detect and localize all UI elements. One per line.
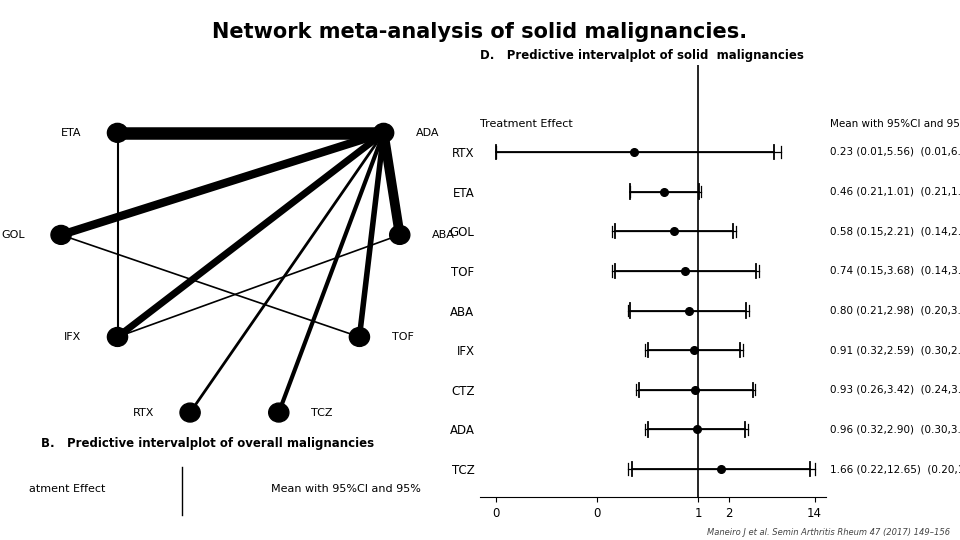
- Text: ABA: ABA: [432, 230, 455, 240]
- Circle shape: [180, 403, 200, 422]
- Text: 0.93 (0.26,3.42)  (0.24,3.66): 0.93 (0.26,3.42) (0.24,3.66): [830, 385, 960, 395]
- Text: RTX: RTX: [132, 408, 154, 417]
- Text: 0.23 (0.01,5.56)  (0.01,6.54): 0.23 (0.01,5.56) (0.01,6.54): [830, 147, 960, 157]
- Text: 1.66 (0.22,12.65)  (0.20,14.03): 1.66 (0.22,12.65) (0.20,14.03): [830, 464, 960, 474]
- Text: 0.58 (0.15,2.21)  (0.14,2.36): 0.58 (0.15,2.21) (0.14,2.36): [830, 226, 960, 237]
- Text: IFX: IFX: [64, 332, 82, 342]
- Text: Treatment Effect: Treatment Effect: [480, 119, 573, 129]
- Circle shape: [51, 226, 71, 244]
- Text: Mean with 95%CI and 95%PrI: Mean with 95%CI and 95%PrI: [830, 119, 960, 129]
- Circle shape: [390, 226, 410, 244]
- Text: B.   Predictive intervalplot of overall malignancies: B. Predictive intervalplot of overall ma…: [41, 436, 374, 450]
- Circle shape: [373, 124, 394, 143]
- Text: D.   Predictive intervalplot of solid  malignancies: D. Predictive intervalplot of solid mali…: [480, 49, 804, 62]
- Circle shape: [108, 124, 128, 143]
- Text: 0.46 (0.21,1.01)  (0.21,1.05): 0.46 (0.21,1.01) (0.21,1.05): [830, 187, 960, 197]
- Circle shape: [108, 327, 128, 347]
- Text: TOF: TOF: [392, 332, 414, 342]
- Text: 0.96 (0.32,2.90)  (0.30,3.07): 0.96 (0.32,2.90) (0.30,3.07): [830, 424, 960, 434]
- Text: ETA: ETA: [60, 128, 82, 138]
- Circle shape: [269, 403, 289, 422]
- Text: GOL: GOL: [1, 230, 25, 240]
- Text: ADA: ADA: [416, 128, 440, 138]
- Text: Maneiro J et al. Semin Arthritis Rheum 47 (2017) 149–156: Maneiro J et al. Semin Arthritis Rheum 4…: [708, 528, 950, 537]
- Text: 0.80 (0.21,2.98)  (0.20,3.19): 0.80 (0.21,2.98) (0.20,3.19): [830, 306, 960, 315]
- Circle shape: [349, 327, 370, 347]
- Text: atment Effect: atment Effect: [29, 484, 106, 494]
- Text: Network meta-analysis of solid malignancies.: Network meta-analysis of solid malignanc…: [212, 22, 748, 42]
- Text: 0.74 (0.15,3.68)  (0.14,3.99): 0.74 (0.15,3.68) (0.14,3.99): [830, 266, 960, 276]
- Text: TCZ: TCZ: [311, 408, 332, 417]
- Text: Mean with 95%CI and 95%: Mean with 95%CI and 95%: [271, 484, 420, 494]
- Text: 0.91 (0.32,2.59)  (0.30,2.73): 0.91 (0.32,2.59) (0.30,2.73): [830, 345, 960, 355]
